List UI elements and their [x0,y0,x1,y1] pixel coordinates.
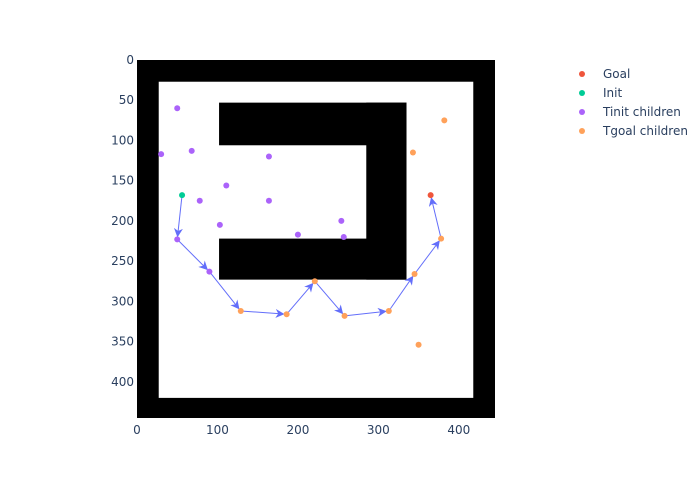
path-arrow [176,239,208,271]
point-tinit-children[interactable] [188,147,195,154]
legend[interactable]: Goal Init Tinit children Tgoal children [579,67,688,138]
point-tgoal-children[interactable] [311,278,318,285]
point-tgoal-children[interactable] [237,308,244,315]
y-tick-label: 100 [111,133,134,147]
point-tgoal-children[interactable] [411,270,418,277]
point-tgoal-children[interactable] [441,117,448,124]
point-tinit-children[interactable] [338,217,345,224]
point-tgoal-children[interactable] [438,235,445,242]
legend-marker-tinit-children [579,109,585,115]
point-tgoal-children[interactable] [415,341,422,348]
y-tick-label: 200 [111,214,134,228]
point-tgoal-children[interactable] [409,149,416,156]
path-arrow [414,240,440,275]
y-tick-label: 150 [111,174,134,188]
x-tick-label: 200 [286,423,309,437]
y-tick-label: 50 [119,93,134,107]
legend-item-init[interactable]: Init [579,86,622,100]
path-arrow [209,271,240,310]
legend-label-goal: Goal [603,67,630,81]
path-arrow [428,197,442,239]
point-tinit-children[interactable] [294,231,301,238]
x-tick-label: 300 [367,423,390,437]
path-arrow [173,195,183,238]
point-tinit-children[interactable] [196,197,203,204]
y-tick-label: 250 [111,254,134,268]
obstacle-c-bottom-bar [219,238,407,280]
point-tinit-children[interactable] [216,221,223,228]
point-init[interactable] [179,192,186,199]
legend-label-tinit-children: Tinit children [602,105,681,119]
legend-item-goal[interactable]: Goal [579,67,630,81]
path-arrow [240,308,285,318]
plot-area [137,60,495,418]
legend-item-tinit-children[interactable]: Tinit children [579,105,681,119]
path-arrow [388,275,414,312]
y-tick-label: 300 [111,294,134,308]
point-tinit-children[interactable] [223,182,230,189]
point-tgoal-children[interactable] [385,308,392,315]
point-tinit-children[interactable] [174,105,181,112]
x-tick-label: 400 [447,423,470,437]
point-tinit-children[interactable] [265,197,272,204]
point-tinit-children[interactable] [158,151,165,158]
x-tick-label: 0 [133,423,141,437]
legend-marker-tgoal-children [579,128,585,134]
obstacle-border-top [137,60,495,82]
point-goal[interactable] [427,192,434,199]
y-tick-label: 400 [111,375,134,389]
point-tinit-children[interactable] [340,233,347,240]
path-arrow [344,307,387,317]
point-tgoal-children[interactable] [283,311,290,318]
legend-item-tgoal-children[interactable]: Tgoal children [579,124,688,138]
obstacle-border-left [137,60,159,418]
x-tick-label: 100 [206,423,229,437]
obstacle-border-bottom [137,397,495,418]
obstacle-border-right [473,60,495,418]
point-tinit-children[interactable] [265,153,272,160]
point-tgoal-children[interactable] [341,312,348,319]
path-arrow [286,282,314,315]
legend-label-init: Init [603,86,622,100]
y-tick-label: 350 [111,335,134,349]
legend-marker-goal [579,71,585,77]
legend-label-tgoal-children: Tgoal children [602,124,688,138]
y-tick-label: 0 [126,53,134,67]
x-axis: 0 100 200 300 400 [133,423,470,437]
path-arrow [314,280,344,315]
y-axis: 0 50 100 150 200 250 300 350 400 [111,53,134,389]
legend-marker-init [579,90,585,96]
point-tinit-children[interactable] [206,268,213,275]
point-tinit-children[interactable] [174,236,181,243]
